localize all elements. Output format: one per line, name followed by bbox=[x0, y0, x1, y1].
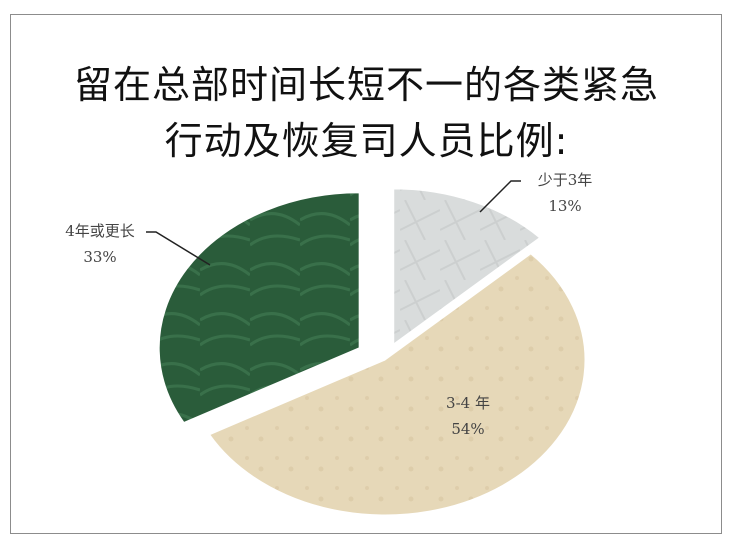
chart-title-line-2: 行动及恢复司人员比例: bbox=[164, 119, 569, 163]
pie-slice-2 bbox=[208, 253, 586, 516]
pie-slice-3 bbox=[158, 192, 360, 424]
leader-line-1 bbox=[479, 180, 521, 213]
slice-percent-3: 33% bbox=[83, 248, 116, 266]
slice-label-3: 4年或更长 bbox=[65, 222, 135, 240]
slice-label-2: 3-4 年 bbox=[446, 394, 490, 412]
slice-label-1: 少于3年 bbox=[538, 171, 593, 189]
slice-percent-1: 13% bbox=[548, 197, 581, 215]
leader-line-3 bbox=[146, 231, 211, 266]
slice-percent-2: 54% bbox=[451, 420, 484, 438]
chart-title-line-1: 留在总部时间长短不一的各类紧急 bbox=[73, 63, 659, 107]
pie-slice-1 bbox=[393, 188, 541, 345]
